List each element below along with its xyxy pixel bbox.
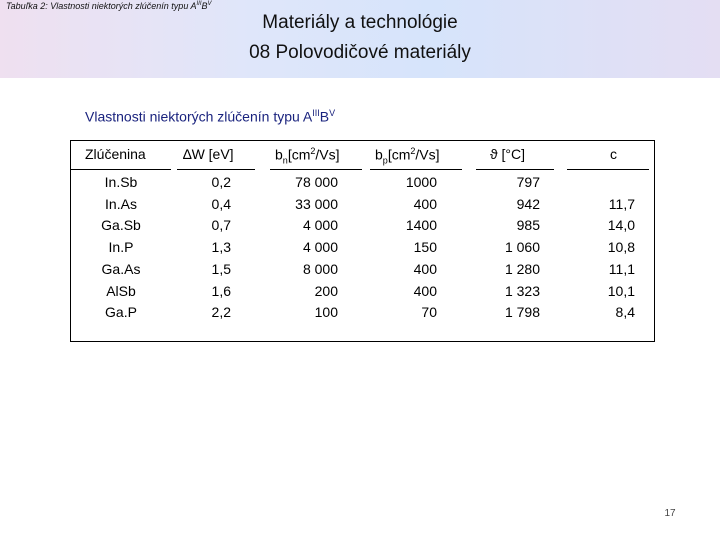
table-cell-compound: In.As — [105, 195, 137, 212]
header-divider — [177, 169, 255, 170]
table-cell-c: 11,7 — [608, 195, 635, 212]
header-dw: ∆W [eV] — [183, 146, 234, 162]
header-divider — [370, 169, 462, 170]
table-cell-bn: 4 000 — [302, 239, 338, 256]
table-cell-compound: In.P — [108, 239, 134, 256]
table-cell-compound: In.Sb — [104, 174, 138, 190]
table-cell-theta: 1 798 — [504, 304, 540, 321]
slide-subtitle: 08 Polovodičové materiály — [249, 42, 471, 63]
table-cell-dw: 1,6 — [211, 282, 231, 299]
table-cell-c: 14,0 — [607, 217, 635, 234]
cells-dw: 0,2 0,4 0,7 1,3 1,5 1,6 2,2 — [171, 172, 231, 324]
column-dw: ∆W [eV] 0,2 0,4 0,7 1,3 1,5 1,6 2,2 — [171, 141, 266, 341]
slide-title: Materiály a technológie — [262, 12, 458, 33]
header-compound: Zlúčenina — [85, 146, 146, 162]
table-cell-bp: 1000 — [405, 174, 437, 190]
table-cell-dw: 1,5 — [211, 260, 231, 277]
table-cell-theta: 797 — [516, 174, 540, 190]
table-cell-c — [561, 172, 635, 194]
slide-header: Tabuľka 2: Vlastnosti niektorých zlúčení… — [0, 0, 720, 78]
header-bn: bn[cm2/Vs] — [275, 146, 340, 166]
table-cell-dw: 0,4 — [211, 195, 231, 212]
column-c: c 11,7 14,0 10,8 11,1 10,1 8,4 — [561, 141, 654, 341]
table-cell-bn: 4 000 — [302, 217, 338, 234]
page-number: 17 — [664, 508, 676, 519]
header-divider — [476, 169, 554, 170]
header-divider — [71, 169, 171, 170]
table-cell-compound: Ga.P — [105, 304, 137, 321]
table-cell-bn: 200 — [314, 282, 338, 299]
table-cell-c: 10,1 — [607, 282, 635, 299]
table-cell-theta: 1 280 — [504, 260, 540, 277]
cells-bn: 78 000 33 000 4 000 4 000 8 000 200 100 — [266, 172, 338, 324]
table-heading: Vlastnosti niektorých zlúčenín typu AIII… — [85, 108, 336, 125]
table-cell-bp: 400 — [413, 195, 437, 212]
table-cell-compound: Ga.As — [101, 260, 141, 277]
table-cell-bp: 400 — [413, 260, 437, 277]
column-bp: bp[cm2/Vs] 1000 400 1400 150 400 400 70 — [366, 141, 466, 341]
table-cell-bp: 1400 — [405, 217, 437, 234]
table-cell-compound: AlSb — [106, 282, 136, 299]
properties-table: Zlúčenina In.Sb In.As Ga.Sb In.P Ga.As AlSb Ga… — [70, 140, 655, 342]
table-cell-bn: 8 000 — [302, 260, 338, 277]
table-cell-bn: 33 000 — [295, 195, 338, 212]
table-cell-theta: 942 — [516, 195, 540, 212]
cells-c: 11,7 14,0 10,8 11,1 10,1 8,4 — [561, 172, 635, 324]
header-c: c — [610, 146, 617, 162]
header-theta: ϑ [°C] — [490, 146, 526, 162]
table-cell-dw: 0,7 — [211, 217, 231, 234]
table-cell-compound: Ga.Sb — [101, 217, 141, 234]
table-cell-bn: 100 — [314, 304, 338, 321]
table-cell-theta: 1 060 — [504, 239, 540, 256]
cells-compound: In.Sb In.As Ga.Sb In.P Ga.As AlSb Ga.P — [71, 172, 171, 324]
table-cell-dw: 1,3 — [211, 239, 231, 256]
column-bn: bn[cm2/Vs] 78 000 33 000 4 000 4 000 8 000 20… — [266, 141, 366, 341]
table-cell-bp: 150 — [413, 239, 437, 256]
cells-theta: 797 942 985 1 060 1 280 1 323 1 798 — [466, 172, 540, 324]
table-caption: Tabuľka 2: Vlastnosti niektorých zlúčení… — [6, 1, 212, 11]
cells-bp: 1000 400 1400 150 400 400 70 — [366, 172, 437, 324]
column-theta: ϑ [°C] 797 942 985 1 060 1 280 1 323 1 798 — [466, 141, 561, 341]
header-divider — [270, 169, 362, 170]
column-compound: Zlúčenina In.Sb In.As Ga.Sb In.P Ga.As AlSb Ga… — [71, 141, 171, 341]
table-cell-bp: 70 — [421, 304, 437, 321]
table-cell-c: 10,8 — [607, 239, 635, 256]
table-cell-theta: 1 323 — [504, 282, 540, 299]
table-cell-theta: 985 — [516, 217, 540, 234]
header-divider — [567, 169, 649, 170]
table-cell-c: 11,1 — [608, 260, 635, 277]
table-cell-bn: 78 000 — [295, 174, 338, 190]
table-cell-dw: 0,2 — [211, 174, 231, 190]
table-cell-c: 8,4 — [615, 304, 635, 321]
header-bp: bp[cm2/Vs] — [375, 146, 440, 166]
table-cell-bp: 400 — [413, 282, 437, 299]
table-cell-dw: 2,2 — [211, 304, 231, 321]
